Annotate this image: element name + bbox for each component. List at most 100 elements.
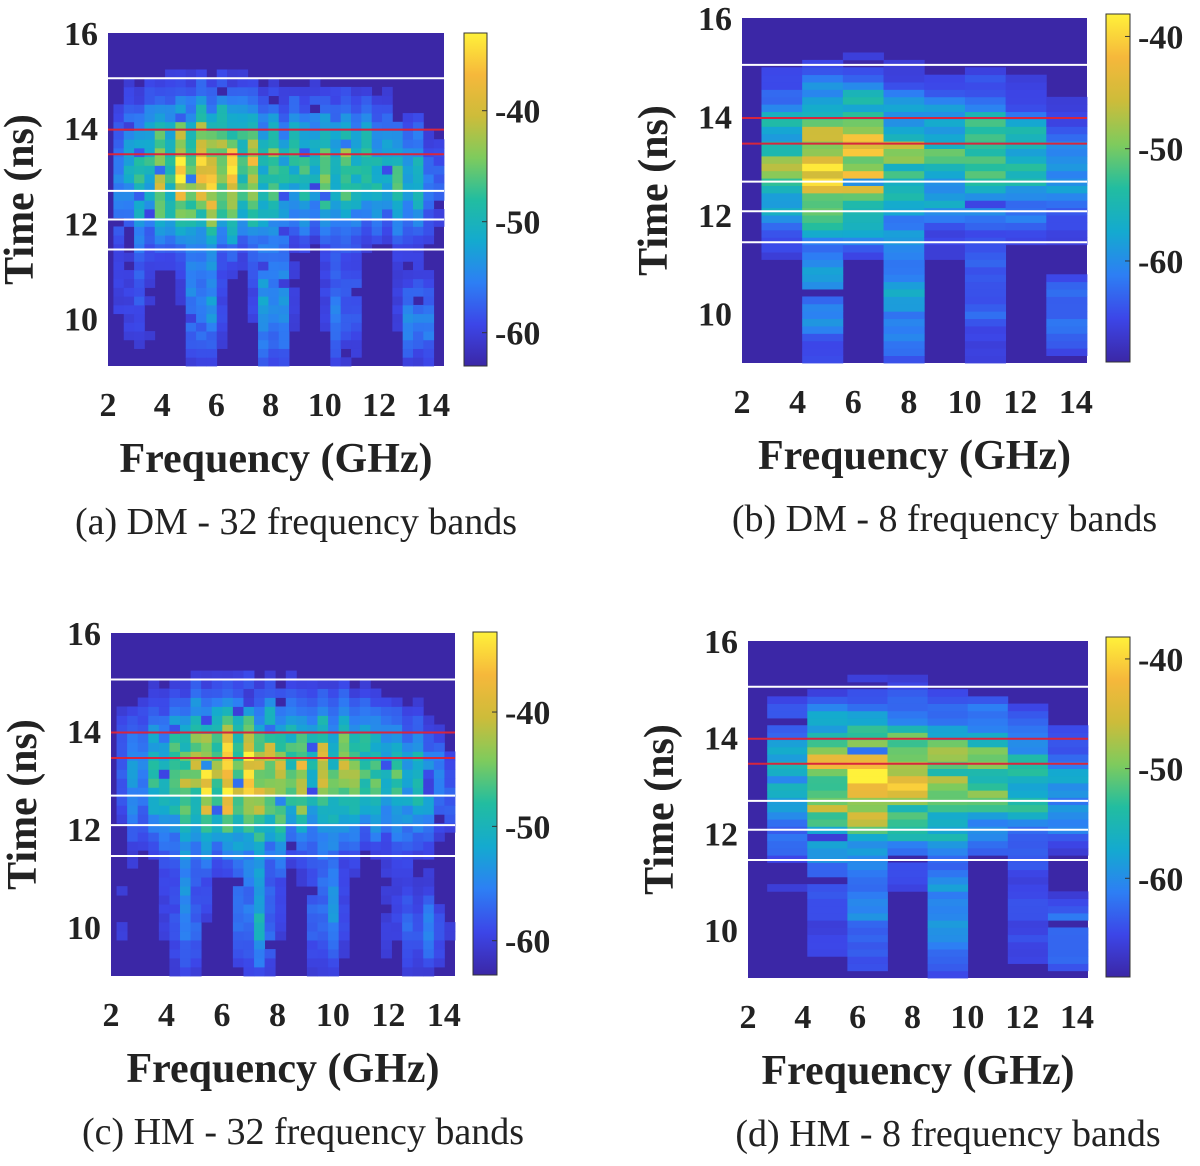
heatmap-cell (254, 796, 266, 806)
heatmap-cell (964, 126, 1007, 135)
heatmap-cell (380, 715, 392, 725)
heatmap-cell (351, 139, 362, 149)
heatmap-cell (175, 191, 187, 201)
heatmap-cell (423, 940, 435, 950)
heatmap-cell (391, 931, 403, 941)
heatmap-cell (1047, 891, 1089, 899)
heatmap-cell (927, 840, 969, 849)
heatmap-cell (423, 742, 435, 752)
heatmap-cell (330, 113, 342, 123)
heatmap-cell (296, 751, 308, 761)
heatmap-cell (264, 670, 276, 680)
heatmap-cell (964, 141, 1007, 149)
heatmap-cell (964, 296, 1007, 305)
heatmap-cell (433, 742, 445, 752)
heatmap-cell (243, 850, 255, 860)
heatmap-cell (196, 78, 207, 88)
heatmap-cell (382, 217, 393, 227)
heatmap-cell (185, 296, 197, 306)
heatmap-cell (185, 95, 197, 105)
colorbar-tick-label: -40 (1138, 19, 1183, 56)
heatmap-cell (1047, 768, 1089, 777)
heatmap-cell (258, 217, 269, 227)
heatmap-cell (370, 742, 382, 752)
x-axis-label: Frequency (GHz) (762, 1048, 1075, 1094)
heatmap-cell (113, 130, 125, 140)
heatmap-cell (180, 832, 191, 842)
heatmap-cell (1007, 891, 1049, 899)
heatmap-cell (847, 674, 888, 683)
heatmap-cell (275, 760, 287, 770)
heatmap-cell (413, 130, 424, 140)
heatmap-cell (264, 778, 276, 788)
heatmap-cell (169, 832, 181, 842)
heatmap-cell (144, 95, 156, 105)
heatmap-cell (196, 270, 207, 280)
heatmap-cell (185, 200, 197, 210)
heatmap-cell (423, 805, 435, 815)
heatmap-cell (328, 805, 340, 815)
heatmap-cell (185, 261, 197, 271)
heatmap-cell (190, 733, 202, 743)
heatmap-cell (402, 832, 414, 842)
heatmap-cell (289, 139, 300, 149)
heatmap-cell (254, 742, 266, 752)
colorbar-tick-label: -60 (505, 924, 550, 961)
heatmap-cell (351, 226, 362, 236)
heatmap-cell (927, 703, 969, 712)
heatmap-cell (243, 859, 255, 869)
heatmap-cell (296, 814, 308, 824)
heatmap-cell (237, 139, 249, 149)
heatmap-cell (807, 884, 848, 892)
heatmap-cell (423, 357, 435, 367)
heatmap-cell (883, 192, 925, 201)
heatmap-cell (807, 848, 848, 856)
heatmap-cell (807, 949, 848, 957)
heatmap-cell (144, 235, 156, 245)
heatmap-cell (338, 895, 350, 905)
heatmap-cell (144, 191, 156, 201)
heatmap-cell (842, 200, 884, 209)
heatmap-cell (169, 715, 181, 725)
heatmap-cell (278, 287, 290, 297)
heatmap-cell (317, 859, 329, 869)
heatmap-cell (883, 200, 925, 209)
heatmap-cell (185, 348, 197, 358)
heatmap-cell (206, 200, 218, 210)
heatmap-cell (190, 868, 202, 878)
heatmap-cell (340, 261, 352, 271)
heatmap-cell (275, 787, 287, 797)
heatmap-cell (847, 761, 888, 769)
x-tick-label: 12 (362, 387, 396, 424)
x-tick-label: 4 (789, 384, 806, 421)
heatmap-cell (807, 862, 848, 871)
heatmap-cell (134, 287, 145, 297)
heatmap-cell (340, 174, 352, 184)
heatmap-cell (227, 113, 238, 123)
heatmap-cell (1005, 237, 1047, 246)
heatmap-cell (247, 113, 259, 123)
heatmap-cell (268, 130, 280, 140)
heatmap-cell (309, 130, 321, 140)
heatmap-cell (309, 174, 321, 184)
heatmap-cell (1007, 876, 1049, 885)
heatmap-cell (967, 732, 1009, 741)
heatmap-cell (887, 840, 928, 849)
heatmap-cell (802, 156, 844, 164)
heatmap-cell (211, 841, 223, 851)
y-tick-label: 14 (698, 100, 732, 137)
y-axis-label: Time (ns) (0, 114, 43, 285)
heatmap-cell (169, 913, 181, 923)
heatmap-cell (802, 281, 844, 290)
heatmap-cell (802, 89, 844, 98)
heatmap-cell (289, 304, 300, 315)
heatmap-cell (206, 95, 218, 105)
heatmap-cell (392, 147, 404, 158)
heatmap-cell (413, 331, 424, 341)
heatmap-cell (148, 733, 160, 743)
colorbar (1105, 636, 1131, 978)
heatmap-cell (924, 229, 966, 238)
heatmap-cell (423, 769, 435, 779)
heatmap-cell (402, 182, 414, 192)
heatmap-cell (1046, 133, 1088, 142)
